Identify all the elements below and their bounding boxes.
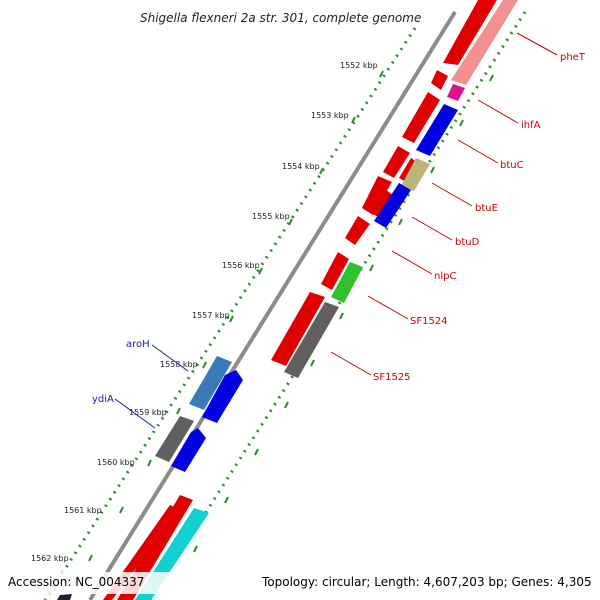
leader-line xyxy=(477,99,519,124)
gene-feature xyxy=(416,104,458,156)
inner-tick-marks xyxy=(193,74,494,553)
tick-mark xyxy=(379,70,384,78)
footer-backdrop xyxy=(0,572,600,594)
leader-line xyxy=(516,32,558,56)
tick-mark xyxy=(254,448,259,456)
tick-mark xyxy=(398,218,403,226)
tick-mark xyxy=(147,459,152,467)
leader-line xyxy=(391,250,433,275)
gene-feature xyxy=(189,356,232,410)
gene-feature xyxy=(284,302,339,378)
tick-mark xyxy=(351,116,356,124)
leader-line xyxy=(151,344,189,372)
gene-feature xyxy=(383,146,410,178)
gene-label-ydia: ydiA xyxy=(92,394,114,405)
gene-label-ihfa: ihfA xyxy=(521,120,541,131)
tick-mark xyxy=(284,401,289,409)
gene-feature xyxy=(431,70,448,90)
leader-line xyxy=(431,182,473,207)
map-title: Shigella flexneri 2a str. 301, complete … xyxy=(140,11,421,25)
leader-line xyxy=(367,295,409,320)
tick-mark xyxy=(489,74,494,82)
genome-backbone xyxy=(88,10,457,600)
gene-feature xyxy=(362,176,392,215)
gene-feature xyxy=(402,92,440,143)
tick-mark xyxy=(202,361,207,369)
gene-label-btud: btuD xyxy=(455,237,480,248)
tick-label: 1554 kbp xyxy=(282,162,320,171)
gene-features xyxy=(57,0,518,600)
gene-feature xyxy=(155,416,194,462)
tick-label: 1557 kbp xyxy=(192,311,230,320)
tick-label: 1560 kbp xyxy=(97,458,135,467)
gene-feature xyxy=(447,84,465,101)
gene-label-nlpc: nlpC xyxy=(434,271,456,282)
tick-mark xyxy=(176,407,181,415)
gene-labels: pheT ihfA btuC btuE btuD nlpC SF1524 SF1… xyxy=(92,52,586,405)
leader-line xyxy=(457,139,499,164)
tick-mark xyxy=(459,119,464,127)
gene-feature xyxy=(401,158,430,191)
tick-mark xyxy=(258,267,263,275)
tick-label: 1552 kbp xyxy=(340,61,378,70)
gene-feature xyxy=(331,262,363,303)
tick-mark xyxy=(339,312,344,320)
tick-mark xyxy=(229,315,234,323)
gene-label-aroh: aroH xyxy=(126,339,150,350)
tick-mark xyxy=(369,264,374,272)
tick-label: 1553 kbp xyxy=(311,111,349,120)
tick-mark xyxy=(288,218,293,226)
gene-feature xyxy=(451,0,518,85)
leader-line xyxy=(114,398,156,429)
gene-feature xyxy=(443,0,497,65)
leader-line xyxy=(330,351,372,376)
gene-label-btue: btuE xyxy=(475,203,498,214)
leader-line xyxy=(411,216,453,241)
gene-label-phet: pheT xyxy=(560,52,586,63)
gene-feature xyxy=(374,183,411,228)
gene-label-btuc: btuC xyxy=(500,160,524,171)
tick-label: 1561 kbp xyxy=(64,506,102,515)
label-leaders xyxy=(114,32,558,429)
tick-mark xyxy=(119,506,124,514)
gene-feature xyxy=(171,428,206,472)
tick-mark xyxy=(319,167,324,175)
accession-text: Accession: NC_004337 xyxy=(8,575,144,589)
tick-mark xyxy=(430,166,435,174)
outer-dotted-track xyxy=(43,27,417,600)
gene-feature xyxy=(345,216,370,245)
gene-label-sf1525: SF1525 xyxy=(373,372,411,383)
tick-mark xyxy=(193,545,198,553)
tick-mark xyxy=(88,554,93,562)
tick-mark xyxy=(310,359,315,367)
gene-feature xyxy=(271,292,325,366)
tick-label: 1555 kbp xyxy=(252,212,290,221)
gene-feature xyxy=(202,370,243,423)
tick-label: 1559 kbp xyxy=(129,408,167,417)
gene-feature xyxy=(321,252,349,290)
tick-label: 1556 kbp xyxy=(222,261,260,270)
tick-label: 1562 kbp xyxy=(31,554,69,563)
tick-mark xyxy=(224,496,229,504)
tick-marks xyxy=(88,70,384,562)
gene-feature xyxy=(57,594,72,600)
genome-summary-text: Topology: circular; Length: 4,607,203 bp… xyxy=(261,575,592,589)
inner-dotted-track xyxy=(148,11,527,600)
gene-label-sf1524: SF1524 xyxy=(410,316,448,327)
